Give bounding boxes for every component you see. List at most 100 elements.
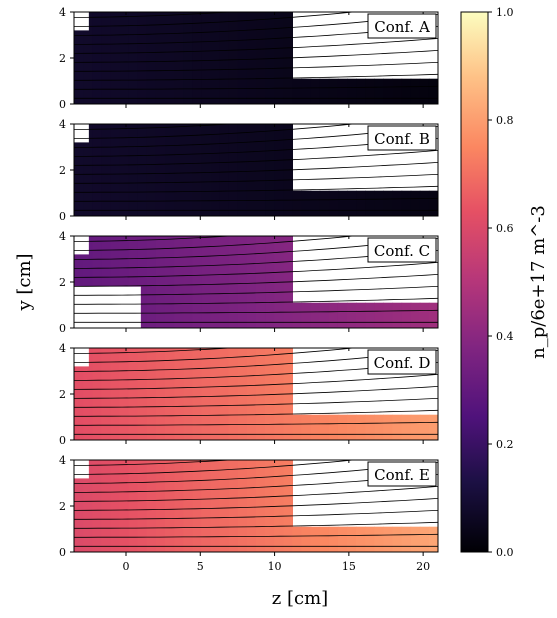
- density-cell: [328, 302, 339, 328]
- density-cell: [383, 78, 394, 104]
- lower-notch: [74, 286, 141, 328]
- density-cell: [74, 236, 84, 328]
- density-cell: [192, 236, 202, 328]
- density-cell: [347, 414, 357, 440]
- density-cell: [356, 78, 366, 104]
- density-cell: [146, 12, 157, 104]
- density-cell: [210, 236, 221, 328]
- y-tick-label: 2: [59, 52, 66, 65]
- density-cell: [92, 236, 102, 328]
- density-cell: [165, 348, 175, 440]
- density-cell: [128, 236, 139, 328]
- density-cell: [365, 414, 375, 440]
- density-cell: [174, 12, 184, 104]
- y-tick-label: 0: [59, 98, 66, 111]
- field-line: [74, 386, 438, 399]
- density-cell: [374, 302, 384, 328]
- colorbar-tick-label: 0.6: [496, 222, 514, 235]
- conf-label: Conf. C: [374, 242, 430, 260]
- x-tick-label: 0: [123, 560, 130, 573]
- panel-3: 0 2 4 Conf. C: [59, 230, 439, 335]
- field-line: [74, 533, 438, 538]
- density-cell: [374, 190, 384, 216]
- field-line: [74, 309, 438, 314]
- density-cell: [165, 460, 175, 552]
- density-cell: [237, 236, 248, 328]
- panels-group: 0 2 4 Conf. A 0 2 4 Conf. B 0 2 4 Conf. C 0 2 4 Conf. D…: [59, 6, 439, 559]
- density-cell: [210, 12, 221, 104]
- field-line: [74, 262, 438, 278]
- x-axis-label: z [cm]: [272, 588, 328, 609]
- density-cell: [110, 460, 121, 552]
- density-cell: [219, 460, 230, 552]
- corner-notch: [74, 348, 89, 367]
- density-cell: [265, 236, 275, 328]
- density-cell: [237, 12, 248, 104]
- density-cell: [192, 460, 202, 552]
- y-tick-label: 2: [59, 388, 66, 401]
- density-cell: [337, 414, 348, 440]
- colorbar-tick-label: 0.8: [496, 114, 514, 127]
- density-cell: [301, 190, 312, 216]
- field-line: [74, 486, 438, 502]
- x-tick-label: 5: [197, 560, 204, 573]
- density-cell: [128, 348, 139, 440]
- conf-label: Conf. B: [374, 130, 430, 148]
- field-line: [74, 460, 358, 475]
- density-cell: [337, 190, 348, 216]
- density-cell: [155, 236, 166, 328]
- density-cell: [83, 124, 93, 216]
- field-line: [74, 12, 235, 18]
- density-cell: [365, 302, 375, 328]
- density-cell: [374, 414, 384, 440]
- density-cell: [319, 302, 330, 328]
- density-cell: [183, 460, 193, 552]
- field-line: [74, 50, 438, 63]
- density-cell: [365, 78, 375, 104]
- panel-plot-area: [74, 124, 438, 216]
- density-cell: [101, 348, 111, 440]
- field-line: [74, 460, 235, 466]
- conf-label: Conf. A: [374, 18, 430, 36]
- conf-label-box: [367, 461, 437, 487]
- x-axis: 0 5 10 15 20: [123, 560, 431, 573]
- density-cell: [319, 526, 330, 552]
- field-line: [74, 236, 358, 251]
- field-line: [74, 348, 358, 363]
- density-cell: [410, 78, 421, 104]
- density-cell: [183, 124, 193, 216]
- density-cell: [110, 236, 121, 328]
- density-cell: [155, 12, 166, 104]
- density-cell: [374, 526, 384, 552]
- density-cell: [256, 348, 266, 440]
- y-tick-label: 4: [59, 230, 66, 243]
- density-cell: [337, 526, 348, 552]
- density-cell: [401, 526, 412, 552]
- y-tick-label: 4: [59, 454, 66, 467]
- density-cell: [356, 526, 366, 552]
- density-cell: [110, 124, 121, 216]
- density-cell: [192, 124, 202, 216]
- colorbar-ticks: 0.0 0.2 0.4 0.6 0.8 1.0: [488, 6, 514, 559]
- density-cell: [228, 124, 239, 216]
- field-line: [74, 409, 438, 417]
- colorbar-tick-label: 0.2: [496, 438, 514, 451]
- density-cell: [155, 348, 166, 440]
- density-cell: [137, 12, 148, 104]
- density-cell: [265, 348, 275, 440]
- field-line: [74, 521, 438, 529]
- y-axis-label: y [cm]: [14, 253, 35, 311]
- field-line: [74, 374, 438, 390]
- density-cell: [428, 302, 438, 328]
- density-cell: [83, 348, 93, 440]
- y-tick-label: 4: [59, 342, 66, 355]
- y-tick-label: 0: [59, 210, 66, 223]
- field-line: [74, 286, 438, 296]
- density-cell: [219, 124, 230, 216]
- density-cell: [319, 190, 330, 216]
- y-tick-label: 4: [59, 118, 66, 131]
- density-cell: [246, 348, 257, 440]
- y-tick-label: 0: [59, 322, 66, 335]
- density-cell: [146, 348, 157, 440]
- density-cell: [119, 124, 130, 216]
